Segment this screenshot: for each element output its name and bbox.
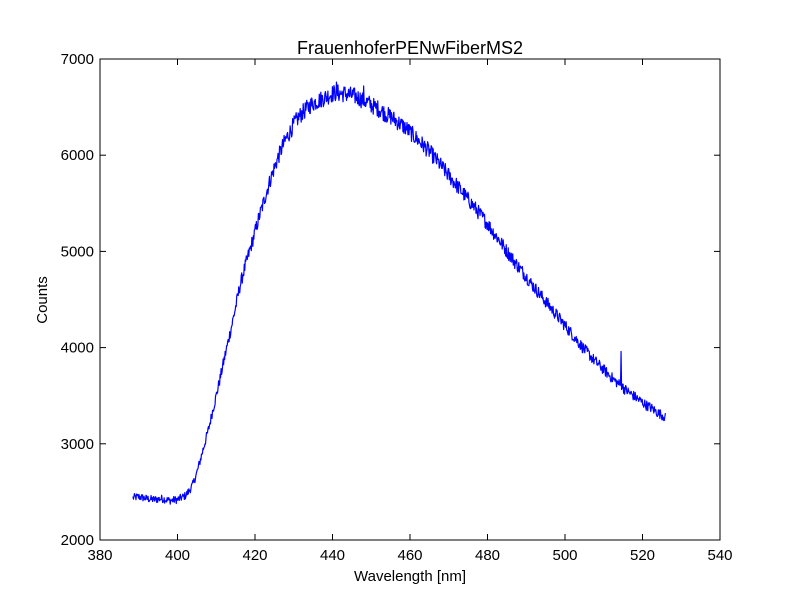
x-axis-label: Wavelength [nm] (354, 568, 466, 585)
y-axis-label: Counts (34, 276, 51, 324)
y-tick-label: 3000 (61, 436, 94, 453)
spectrum-series-line (132, 81, 666, 505)
y-tick-label: 2000 (61, 532, 94, 549)
x-tick-label: 480 (475, 547, 500, 564)
x-tick-label: 540 (707, 547, 732, 564)
x-tick-label: 380 (87, 547, 112, 564)
x-tick-label: 520 (630, 547, 655, 564)
y-tick-label: 6000 (61, 147, 94, 164)
plot-area: 380 400 420 440 460 480 500 520 540 2000 3000 4000 5… (61, 51, 733, 564)
y-tick-label: 7000 (61, 51, 94, 68)
y-tick-label: 4000 (61, 340, 94, 357)
x-tick-label: 400 (165, 547, 190, 564)
x-tick-label: 420 (242, 547, 267, 564)
x-tick-label: 460 (397, 547, 422, 564)
chart-title: FrauenhoferPENwFiberMS2 (297, 38, 523, 58)
x-tick-label: 440 (320, 547, 345, 564)
y-tick-label: 5000 (61, 243, 94, 260)
x-tick-label: 500 (552, 547, 577, 564)
